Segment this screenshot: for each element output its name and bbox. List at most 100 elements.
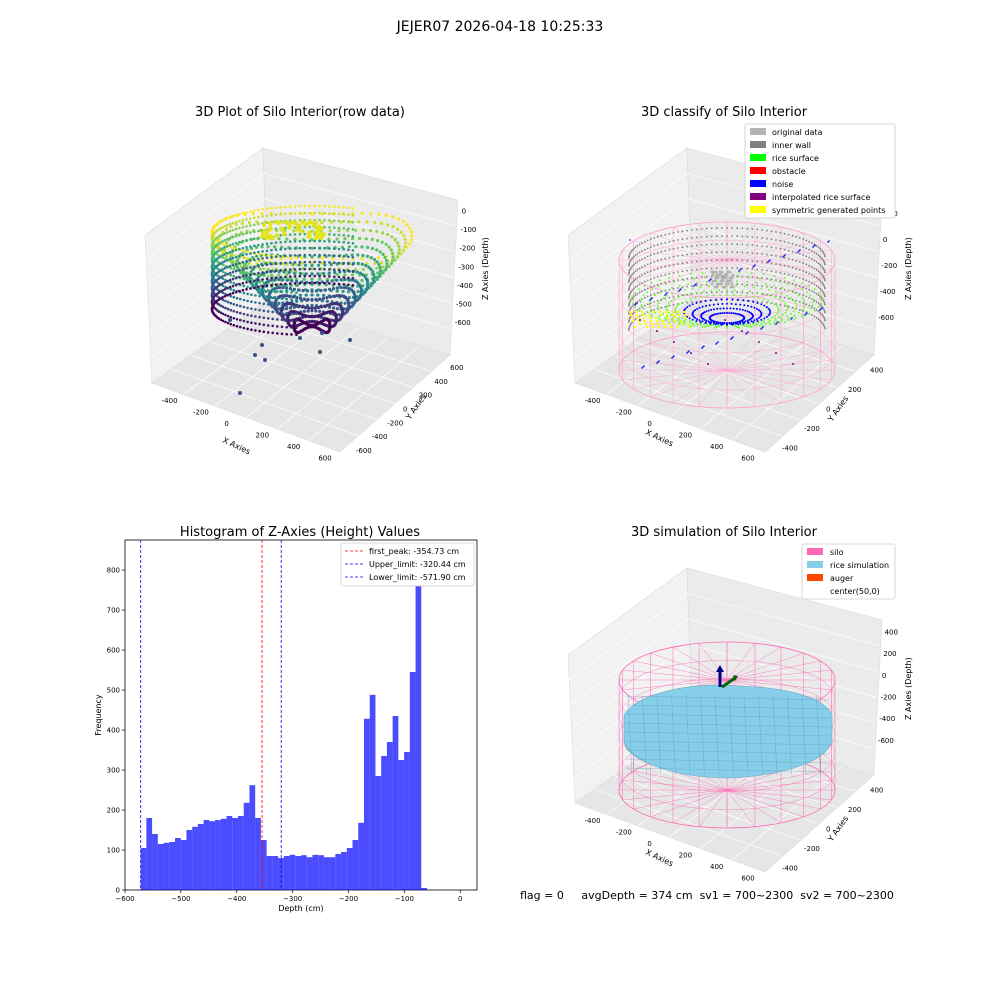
- z-tick-label: -400: [880, 288, 896, 296]
- x-tick-label: 400: [710, 443, 723, 451]
- y-tick-label: 600: [107, 647, 120, 655]
- y-tick-label: 300: [107, 767, 120, 775]
- histogram-bar: [283, 856, 290, 890]
- y-tick-label: 400: [107, 727, 120, 735]
- y-tick-label: 0: [826, 826, 830, 834]
- legend-label: silo: [830, 548, 844, 557]
- histogram-bar: [312, 854, 319, 890]
- sv2-text: sv2 = 700~2300: [800, 889, 894, 902]
- z-tick-label: -500: [456, 300, 472, 308]
- raw-point-cloud: [210, 204, 414, 395]
- legend-label: noise: [772, 180, 793, 189]
- x-tick-label: 200: [679, 851, 692, 859]
- legend-swatch: [750, 180, 766, 187]
- histogram-bar: [404, 752, 410, 890]
- histogram-bar: [209, 821, 216, 890]
- histogram-bar: [152, 834, 158, 890]
- x-tick-label: 0: [224, 420, 228, 428]
- raw-x-axis-label: X Axies: [221, 436, 252, 457]
- y-tick-label: 0: [116, 887, 120, 895]
- x-tick-label: -200: [193, 408, 209, 416]
- y-tick-label: 200: [848, 386, 861, 394]
- classify-3d-panel: 3D classify of Silo Interior -400 -200 0 20…: [567, 105, 913, 462]
- z-tick-label: -600: [455, 319, 471, 327]
- histogram-bar: [398, 760, 405, 890]
- classify-panel-title: 3D classify of Silo Interior: [641, 105, 808, 120]
- limit-lines: [140, 540, 282, 890]
- x-tick-label: 200: [256, 431, 269, 439]
- y-tick-label: 100: [107, 847, 120, 855]
- y-tick-label: 200: [419, 392, 432, 400]
- y-tick-label: 700: [107, 607, 120, 615]
- x-tick-label: 0: [647, 840, 651, 848]
- histogram-bar: [306, 857, 313, 890]
- histogram-legend: first_peak: -354.73 cm Upper_limit: -320.…: [340, 542, 475, 587]
- histogram-bar: [301, 855, 307, 890]
- x-tick-label: −400: [227, 895, 246, 903]
- histogram-bar: [260, 840, 267, 890]
- y-tick-label: 200: [107, 807, 120, 815]
- legend-label: Lower_limit: -571.90 cm: [369, 573, 466, 582]
- histogram-bar: [341, 852, 347, 890]
- histogram-bar: [352, 840, 359, 890]
- histogram-bar: [140, 848, 147, 890]
- legend-label: rice simulation: [830, 561, 889, 570]
- x-tick-label: 600: [318, 454, 331, 462]
- x-tick-label: −100: [395, 895, 414, 903]
- x-tick-label: 600: [741, 454, 754, 462]
- z-tick-label: -600: [878, 314, 894, 322]
- simulation-3d-panel: 3D simulation of Silo Interior -400 -200 0…: [567, 525, 913, 882]
- histogram-bar: [272, 856, 279, 890]
- y-tick-label: 0: [826, 406, 830, 414]
- legend-swatch: [750, 206, 766, 213]
- histogram-bar: [232, 818, 239, 890]
- classify-legend: original data inner wall rice surface obsta…: [744, 123, 896, 219]
- simulation-panel-title: 3D simulation of Silo Interior: [631, 525, 818, 540]
- y-tick-label: 0: [403, 406, 407, 414]
- raw-3d-panel: 3D Plot of Silo Interior(row data) -400-…: [144, 105, 490, 462]
- y-tick-label: -600: [356, 447, 372, 455]
- legend-swatch: [807, 548, 823, 555]
- z-tick-label: -200: [459, 245, 475, 253]
- x-tick-label: 400: [287, 443, 300, 451]
- z-tick-label: -600: [878, 737, 894, 745]
- x-tick-label: −600: [115, 895, 134, 903]
- sv1-text: sv1 = 700~2300: [699, 889, 794, 902]
- classify-z-axis-label: Z Axies (Depth): [904, 237, 913, 300]
- z-tick-label: 200: [883, 650, 896, 658]
- legend-label: symmetric generated points: [772, 206, 885, 215]
- histogram-bar: [266, 856, 273, 890]
- x-tick-label: 0: [647, 420, 651, 428]
- x-tick-label: 0: [458, 895, 462, 903]
- y-tick-label: -200: [387, 419, 403, 427]
- axis-ticks: -400-20002004006004002000-200-4002000-20…: [585, 210, 898, 462]
- histogram-panel: Histogram of Z-Axies (Height) Values −60…: [94, 525, 478, 913]
- legend-swatch: [750, 141, 766, 148]
- histogram-bar: [220, 818, 227, 890]
- x-tick-label: −200: [339, 895, 358, 903]
- z-tick-label: -200: [881, 262, 897, 270]
- auger: [716, 665, 738, 689]
- histogram-bar: [375, 776, 382, 890]
- histogram-bar: [409, 672, 416, 890]
- y-tick-label: -400: [782, 444, 798, 452]
- raw-panel-title: 3D Plot of Silo Interior(row data): [195, 105, 405, 120]
- histogram-bar: [289, 854, 296, 890]
- histogram-bar: [249, 785, 256, 890]
- histogram-title: Histogram of Z-Axies (Height) Values: [180, 525, 420, 540]
- legend-swatch: [750, 167, 766, 174]
- histogram-bar: [180, 840, 187, 890]
- histogram-bar: [175, 838, 181, 890]
- silo-wireframe: [618, 221, 836, 409]
- simulation-x-axis-label: X Axies: [644, 848, 675, 869]
- avg-depth-text: avgDepth = 374 cm: [581, 889, 693, 902]
- legend-label: first_peak: -354.73 cm: [369, 547, 459, 556]
- legend-label: inner wall: [772, 141, 811, 150]
- legend-swatch: [750, 193, 766, 200]
- simulation-z-axis-label: Z Axies (Depth): [904, 657, 913, 720]
- z-tick-label: -400: [879, 715, 895, 723]
- x-tick-label: 600: [741, 874, 754, 882]
- histogram-bar: [163, 842, 170, 890]
- histogram-bar: [358, 822, 364, 890]
